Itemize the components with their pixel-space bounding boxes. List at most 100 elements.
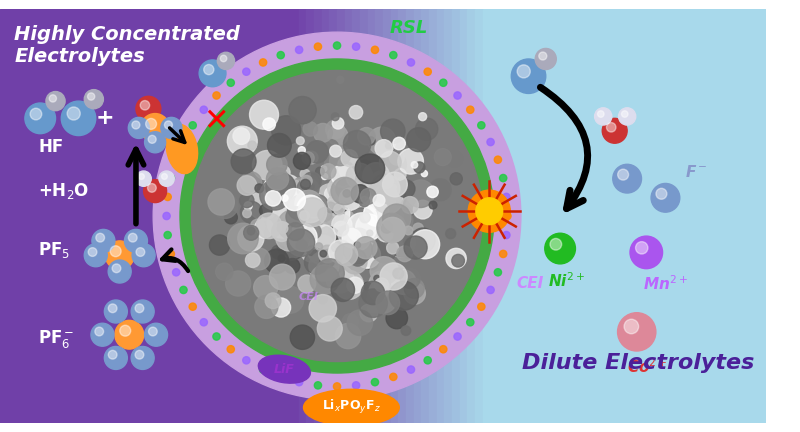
Bar [475, 9, 485, 423]
Circle shape [359, 197, 370, 206]
Circle shape [144, 180, 166, 203]
Circle shape [539, 52, 547, 60]
Circle shape [278, 223, 288, 234]
Bar [598, 9, 607, 423]
Circle shape [330, 187, 344, 201]
Bar [253, 9, 262, 423]
Circle shape [298, 275, 316, 293]
Circle shape [242, 68, 250, 75]
Circle shape [335, 324, 361, 349]
Circle shape [318, 251, 330, 264]
Circle shape [218, 52, 234, 70]
Circle shape [248, 248, 270, 270]
Circle shape [302, 152, 314, 164]
Circle shape [84, 244, 107, 267]
Circle shape [248, 141, 257, 149]
Circle shape [374, 278, 389, 292]
Circle shape [502, 232, 510, 239]
Circle shape [278, 210, 308, 240]
Circle shape [427, 186, 438, 197]
Circle shape [303, 172, 321, 190]
Bar [628, 9, 638, 423]
Circle shape [335, 244, 358, 266]
Circle shape [92, 229, 115, 252]
Bar [521, 9, 530, 423]
Bar [138, 9, 147, 423]
Circle shape [348, 205, 378, 235]
Circle shape [300, 192, 326, 218]
Circle shape [326, 236, 345, 255]
Circle shape [333, 165, 353, 184]
Bar [390, 9, 400, 423]
Circle shape [328, 126, 348, 146]
Circle shape [381, 119, 405, 143]
Bar [574, 9, 584, 423]
Circle shape [394, 168, 406, 180]
Circle shape [305, 201, 320, 216]
Circle shape [380, 217, 406, 243]
Circle shape [402, 197, 418, 213]
Bar [314, 9, 324, 423]
Bar [498, 9, 507, 423]
Circle shape [369, 271, 395, 297]
Circle shape [315, 243, 322, 250]
Circle shape [401, 326, 410, 336]
Circle shape [259, 59, 266, 66]
Circle shape [318, 184, 338, 203]
Bar [750, 9, 760, 423]
Circle shape [303, 198, 317, 211]
Circle shape [391, 270, 416, 295]
Bar [30, 9, 40, 423]
Bar [184, 9, 194, 423]
Circle shape [314, 43, 322, 50]
Text: Co$^{2+}$: Co$^{2+}$ [627, 358, 668, 376]
Circle shape [406, 180, 434, 207]
Circle shape [390, 281, 418, 310]
Circle shape [162, 174, 167, 179]
Circle shape [322, 140, 338, 156]
Bar [720, 9, 730, 423]
Circle shape [108, 350, 117, 359]
Circle shape [422, 171, 427, 177]
Circle shape [287, 229, 314, 257]
Circle shape [434, 149, 451, 165]
Circle shape [278, 229, 306, 258]
Circle shape [354, 242, 361, 248]
Bar [506, 9, 515, 423]
Bar [245, 9, 254, 423]
Circle shape [336, 172, 351, 187]
Circle shape [330, 145, 342, 157]
Text: F$^-$: F$^-$ [685, 164, 707, 180]
Bar [238, 9, 247, 423]
Bar [222, 9, 232, 423]
Bar [743, 9, 753, 423]
Circle shape [613, 164, 642, 193]
Circle shape [656, 188, 667, 199]
Circle shape [189, 303, 196, 310]
Circle shape [220, 55, 227, 62]
Circle shape [494, 156, 502, 163]
Circle shape [404, 226, 413, 235]
Circle shape [247, 227, 254, 235]
Circle shape [331, 164, 354, 187]
Text: ✕: ✕ [204, 108, 229, 137]
Circle shape [112, 264, 121, 273]
Bar [437, 9, 446, 423]
Circle shape [239, 193, 254, 208]
Circle shape [327, 195, 342, 211]
Circle shape [136, 248, 145, 257]
Circle shape [272, 116, 301, 145]
Circle shape [341, 150, 358, 166]
Circle shape [344, 165, 358, 180]
Circle shape [622, 111, 628, 117]
Circle shape [275, 203, 292, 220]
Circle shape [415, 118, 438, 140]
Circle shape [282, 195, 288, 201]
Bar [621, 9, 630, 423]
Circle shape [353, 165, 370, 182]
Circle shape [132, 244, 155, 267]
Circle shape [345, 246, 351, 252]
Circle shape [343, 130, 370, 158]
Bar [54, 9, 63, 423]
Bar [8, 9, 18, 423]
